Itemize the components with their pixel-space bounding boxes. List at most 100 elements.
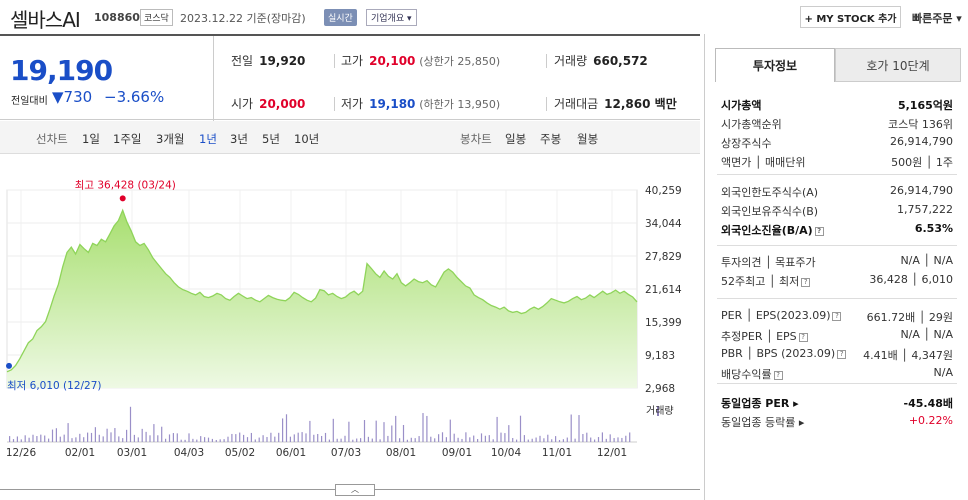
- x-tick-label: 12/26: [6, 447, 37, 459]
- x-tick-label: 12/01: [597, 447, 627, 459]
- x-tick-label: 02/01: [65, 447, 95, 459]
- volume-bar: [430, 436, 432, 442]
- realtime-button[interactable]: 실시간: [324, 9, 357, 26]
- volume-bar: [157, 435, 159, 442]
- volume-bar: [24, 435, 26, 442]
- volume-bar: [289, 436, 291, 442]
- volume-bar: [110, 432, 112, 442]
- min-marker: [6, 362, 12, 369]
- volume-bar: [282, 418, 284, 442]
- volume-bar: [336, 438, 338, 442]
- volume-bar: [246, 437, 249, 442]
- x-tick-label: 04/03: [174, 447, 204, 459]
- volume-bar: [391, 425, 393, 442]
- volume-bar: [613, 438, 615, 442]
- x-tick-label: 11/01: [542, 447, 572, 459]
- volume-bar: [356, 438, 358, 442]
- volume-bar: [114, 428, 116, 442]
- volume-bar: [309, 420, 311, 442]
- volume-bar: [126, 429, 128, 442]
- collapse-chart-button[interactable]: ︿: [335, 484, 375, 496]
- volume-bar: [59, 436, 61, 442]
- volume-bar: [94, 427, 96, 442]
- help-icon[interactable]: ?: [773, 370, 783, 380]
- volume-bar: [594, 439, 596, 442]
- volume-bar: [348, 421, 350, 442]
- volume-bar: [383, 422, 385, 442]
- volume-bar: [133, 434, 135, 442]
- volume-bar: [625, 435, 627, 442]
- candle-daily[interactable]: 일봉: [505, 132, 527, 146]
- volume-bar: [262, 435, 264, 442]
- volume-bar: [301, 432, 303, 442]
- period-1d[interactable]: 1일: [82, 132, 100, 146]
- volume-bar: [239, 432, 241, 442]
- help-icon[interactable]: ?: [837, 349, 847, 359]
- period-1w[interactable]: 1주일: [113, 132, 142, 146]
- help-icon[interactable]: ?: [832, 311, 842, 321]
- volume-bar: [285, 414, 288, 442]
- volume-bar: [473, 435, 475, 442]
- candle-weekly[interactable]: 주봉: [540, 132, 562, 146]
- high-price: 고가 20,100 (상한가 25,850): [341, 54, 501, 68]
- info-row: PER │ EPS(2023.09)? 661.72배 │ 29원: [721, 309, 953, 324]
- help-icon[interactable]: ?: [798, 332, 808, 342]
- open-price: 시가 20,000: [231, 97, 306, 111]
- volume-bar: [20, 439, 22, 442]
- volume-bar: [492, 439, 494, 442]
- volume-bar: [204, 437, 206, 442]
- volume-bar: [406, 439, 408, 442]
- help-icon[interactable]: ?: [814, 226, 824, 236]
- volume-bar: [527, 439, 529, 442]
- candle-monthly[interactable]: 월봉: [577, 132, 599, 146]
- volume-bar: [36, 436, 38, 442]
- volume-bar: [207, 437, 210, 442]
- volume-bar: [426, 415, 428, 442]
- x-tick-label: 10/04: [491, 447, 522, 459]
- volume-bar: [149, 435, 151, 442]
- volume-bar: [488, 435, 490, 442]
- info-tabs: 투자정보 호가 10단계: [715, 48, 961, 82]
- period-3y[interactable]: 3년: [230, 132, 248, 146]
- volume-bar: [48, 438, 50, 442]
- help-icon[interactable]: ?: [801, 277, 811, 287]
- volume-bar: [165, 438, 167, 442]
- volume-bar: [278, 432, 280, 442]
- volume-bar: [32, 434, 34, 442]
- volume-bar: [590, 437, 592, 442]
- period-bar: 선차트 1일 1주일 3개월 1년 3년 5년 10년 봉차트 일봉 주봉 월봉: [0, 121, 700, 154]
- volume-bar: [445, 437, 447, 442]
- stock-code: 108860: [94, 11, 140, 24]
- add-mystock-button[interactable]: + MY STOCK 추가: [800, 6, 901, 28]
- volume-bar: [161, 426, 163, 442]
- tab-investment-info[interactable]: 투자정보: [715, 48, 835, 82]
- volume-bar: [629, 432, 631, 442]
- volume-label: 거래량: [646, 405, 674, 417]
- volume-bar: [67, 423, 69, 442]
- quick-order-button[interactable]: 빠른주문 ▾: [912, 12, 962, 25]
- period-10y[interactable]: 10년: [294, 132, 320, 146]
- volume-bar: [508, 425, 510, 442]
- x-tick-label: 06/01: [276, 447, 306, 459]
- divider: [213, 36, 214, 122]
- volume-bar: [324, 432, 327, 442]
- volume-bar: [176, 433, 178, 442]
- quote-panel: 19,190 전일대비 ▼730 −3.66% 전일 19,920 고가 20,10…: [0, 34, 700, 122]
- x-tick-label: 09/01: [442, 447, 472, 459]
- volume-bar: [223, 439, 225, 442]
- info-row: 동일업종 PER ▸ -45.48배: [721, 397, 953, 410]
- volume-bar: [16, 436, 18, 442]
- period-5y[interactable]: 5년: [262, 132, 280, 146]
- volume-bar: [519, 415, 522, 442]
- volume-bar: [250, 432, 252, 442]
- volume-bar: [313, 434, 315, 442]
- volume-bar: [469, 437, 471, 442]
- period-1y[interactable]: 1년: [199, 132, 217, 146]
- company-overview-button[interactable]: 기업개요 ▾: [366, 9, 417, 26]
- tab-orderbook[interactable]: 호가 10단계: [835, 48, 961, 82]
- volume-bar: [270, 432, 272, 442]
- volume-bar: [558, 439, 561, 442]
- volume-bar: [102, 436, 104, 442]
- period-3m[interactable]: 3개월: [156, 132, 185, 146]
- price-area: [7, 210, 637, 388]
